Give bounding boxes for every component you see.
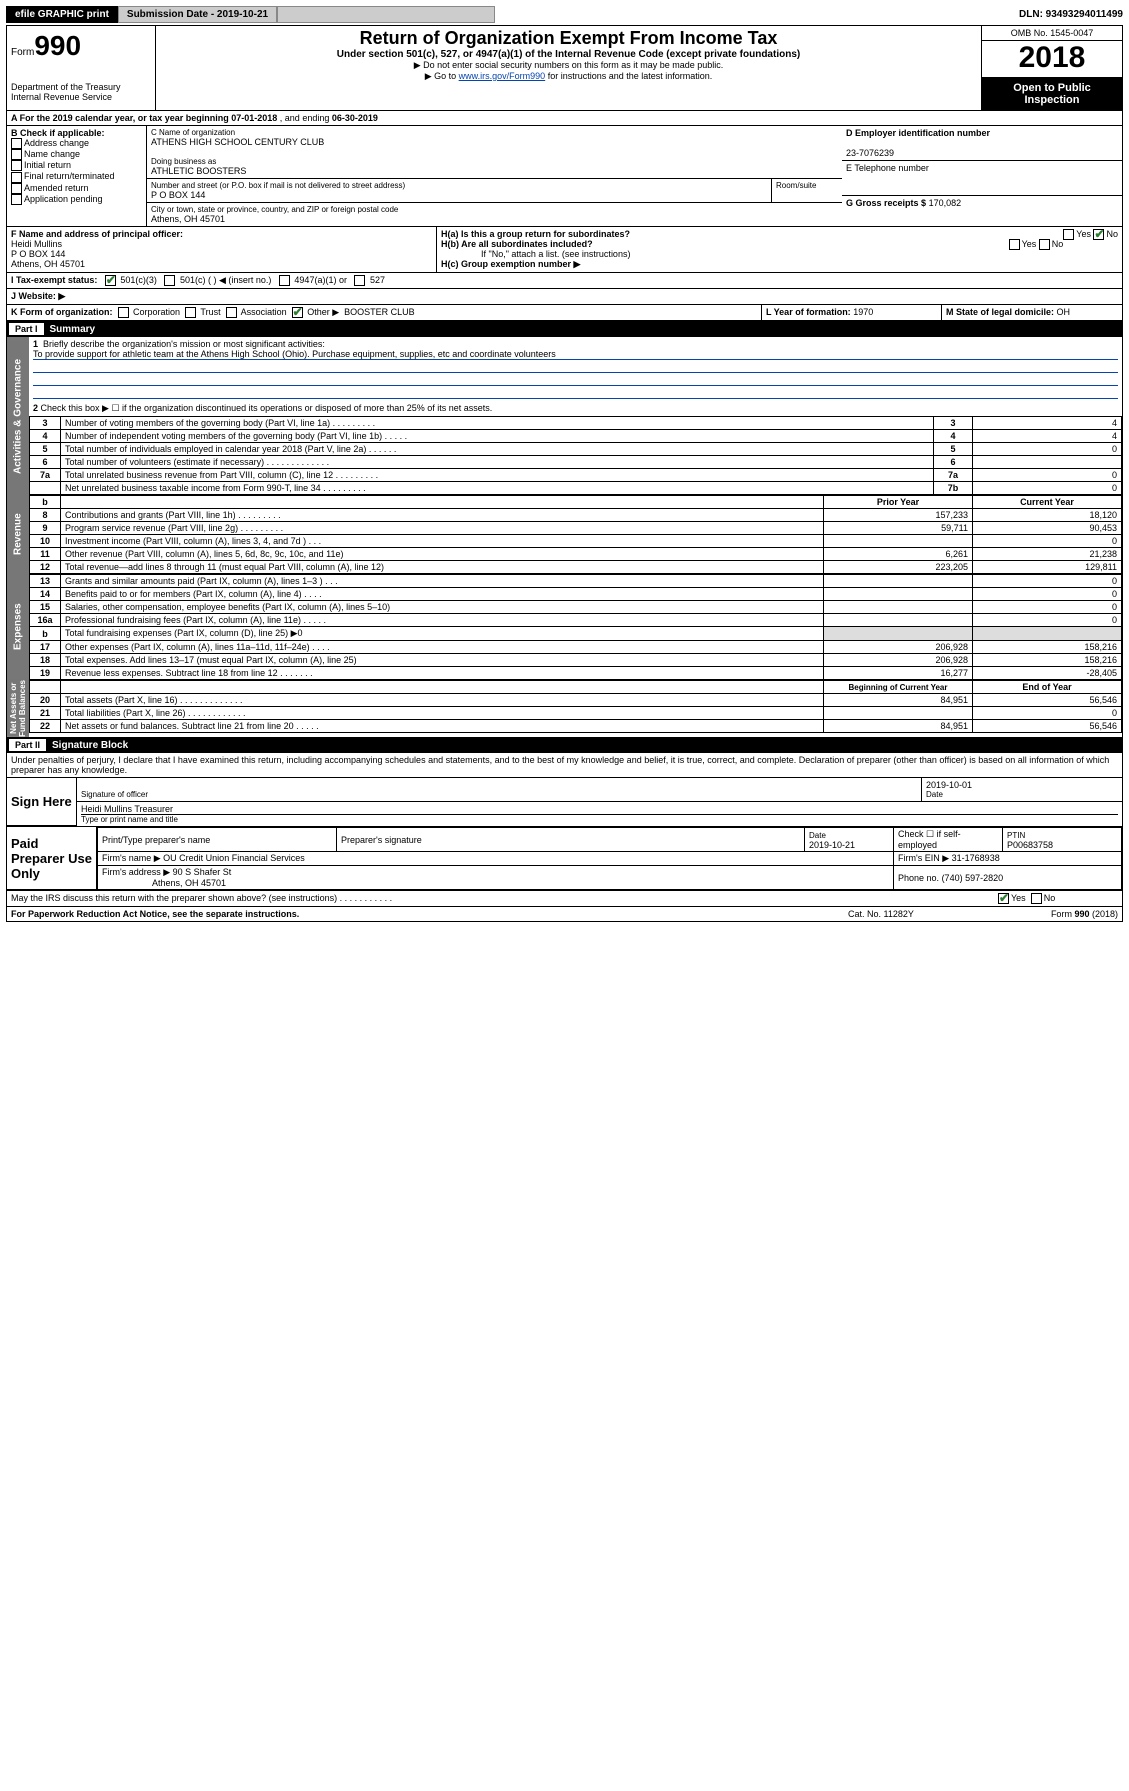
cb-527[interactable] [354, 275, 365, 286]
name-label: C Name of organization [151, 128, 838, 137]
h-b-note: If "No," attach a list. (see instruction… [441, 249, 1118, 259]
gross-label: G Gross receipts $ [846, 198, 926, 208]
cb-hb-yes[interactable] [1009, 239, 1020, 250]
period-row: A For the 2019 calendar year, or tax yea… [7, 111, 1122, 126]
type-name-label: Type or print name and title [81, 815, 1118, 824]
rev-table: bPrior YearCurrent Year8Contributions an… [29, 495, 1122, 574]
officer-addr2: Athens, OH 45701 [11, 259, 432, 269]
footer-mid: Cat. No. 11282Y [848, 909, 998, 919]
room-label: Room/suite [776, 181, 838, 190]
dba-value: ATHLETIC BOOSTERS [151, 166, 838, 176]
telephone-label: E Telephone number [846, 163, 1118, 173]
city-label: City or town, state or province, country… [151, 205, 838, 214]
form-org-label: K Form of organization: [11, 307, 113, 317]
cb-name-change[interactable] [11, 149, 22, 160]
form-outer: Form990 Department of the Treasury Inter… [6, 25, 1123, 922]
addr-label: Number and street (or P.O. box if mail i… [151, 181, 767, 190]
dln-label: DLN: 93493294011499 [1019, 9, 1123, 20]
side-revenue: Revenue [7, 495, 29, 574]
cb-corp[interactable] [118, 307, 129, 318]
ptin: P00683758 [1007, 840, 1053, 850]
cb-other[interactable] [292, 307, 303, 318]
addr-value: P O BOX 144 [151, 190, 767, 200]
officer-addr1: P O BOX 144 [11, 249, 432, 259]
sig-date: 2019-10-01 [926, 780, 1118, 790]
gross-value: 170,082 [929, 198, 962, 208]
officer-label: F Name and address of principal officer: [11, 229, 432, 239]
cb-application-pending[interactable] [11, 194, 22, 205]
side-governance: Activities & Governance [7, 337, 29, 495]
h-a: H(a) Is this a group return for subordin… [441, 229, 1118, 239]
officer-name-title: Heidi Mullins Treasurer [81, 804, 1118, 815]
blank-button [277, 6, 495, 23]
website-label: J Website: ▶ [11, 291, 65, 301]
cb-ha-yes[interactable] [1063, 229, 1074, 240]
part2-bar: Part II Signature Block [7, 737, 1122, 753]
dept-label: Department of the Treasury Internal Reve… [11, 82, 151, 102]
cb-hb-no[interactable] [1039, 239, 1050, 250]
footer-left: For Paperwork Reduction Act Notice, see … [11, 909, 848, 919]
side-expenses: Expenses [7, 574, 29, 680]
efile-button[interactable]: efile GRAPHIC print [6, 6, 118, 23]
cb-discuss-yes[interactable] [998, 893, 1009, 904]
org-name: ATHENS HIGH SCHOOL CENTURY CLUB [151, 137, 838, 147]
firm-name: OU Credit Union Financial Services [163, 853, 305, 863]
firm-addr1: 90 S Shafer St [173, 867, 232, 877]
tax-year: 2018 [982, 41, 1122, 78]
part1-bar: Part I Summary [7, 321, 1122, 337]
cb-4947[interactable] [279, 275, 290, 286]
cb-final-return[interactable] [11, 172, 22, 183]
officer-name: Heidi Mullins [11, 239, 432, 249]
h-c: H(c) Group exemption number ▶ [441, 259, 1118, 270]
discuss-text: May the IRS discuss this return with the… [11, 893, 998, 904]
topbar: efile GRAPHIC print Submission Date - 20… [6, 6, 1123, 23]
block-b: B Check if applicable: Address change Na… [7, 126, 147, 227]
gov-table: 3Number of voting members of the governi… [29, 416, 1122, 495]
form-note-2: ▶ Go to www.irs.gov/Form990 for instruct… [160, 71, 977, 82]
firm-phone: (740) 597-2820 [942, 873, 1004, 883]
firm-addr2: Athens, OH 45701 [152, 878, 226, 888]
net-table: Beginning of Current YearEnd of Year20To… [29, 680, 1122, 733]
form-number: Form990 [11, 30, 151, 62]
ein-value: 23-7076239 [846, 148, 1118, 158]
ein-label: D Employer identification number [846, 128, 1118, 138]
omb-label: OMB No. 1545-0047 [982, 26, 1122, 41]
mission-text: To provide support for athletic team at … [33, 349, 1118, 360]
city-value: Athens, OH 45701 [151, 214, 838, 224]
cb-501c[interactable] [164, 275, 175, 286]
mission-label: Briefly describe the organization's miss… [43, 339, 325, 349]
form-title: Return of Organization Exempt From Incom… [160, 28, 977, 49]
cb-initial-return[interactable] [11, 160, 22, 171]
h-b: H(b) Are all subordinates included? Yes … [441, 239, 1118, 249]
year-formation: 1970 [853, 307, 873, 317]
paid-table: Print/Type preparer's name Preparer's si… [97, 827, 1122, 890]
sign-here-label: Sign Here [7, 778, 77, 826]
cb-address-change[interactable] [11, 138, 22, 149]
irs-link[interactable]: www.irs.gov/Form990 [459, 71, 546, 81]
side-netassets: Net Assets or Fund Balances [7, 680, 29, 737]
form-header: Form990 Department of the Treasury Inter… [7, 26, 1122, 111]
other-value: BOOSTER CLUB [344, 307, 415, 317]
footer-right: Form 990 (2018) [998, 909, 1118, 919]
cb-assoc[interactable] [226, 307, 237, 318]
form-note-1: ▶ Do not enter social security numbers o… [160, 60, 977, 71]
form-subtitle: Under section 501(c), 527, or 4947(a)(1)… [160, 49, 977, 60]
tax-exempt-label: I Tax-exempt status: [11, 275, 97, 285]
sig-officer-label: Signature of officer [81, 790, 917, 799]
firm-ein: 31-1768938 [952, 853, 1000, 863]
cb-501c3[interactable] [105, 275, 116, 286]
line2: Check this box ▶ ☐ if the organization d… [41, 403, 493, 413]
exp-table: 13Grants and similar amounts paid (Part … [29, 574, 1122, 680]
dba-label: Doing business as [151, 157, 838, 166]
paid-preparer-label: Paid Preparer Use Only [7, 827, 97, 890]
cb-amended[interactable] [11, 183, 22, 194]
cb-discuss-no[interactable] [1031, 893, 1042, 904]
sig-date-label: Date [926, 790, 1118, 799]
open-inspection: Open to Public Inspection [982, 78, 1122, 110]
perjury-text: Under penalties of perjury, I declare th… [7, 753, 1122, 778]
submission-date-button[interactable]: Submission Date - 2019-10-21 [118, 6, 277, 23]
cb-trust[interactable] [185, 307, 196, 318]
domicile: OH [1057, 307, 1071, 317]
cb-ha-no[interactable] [1093, 229, 1104, 240]
